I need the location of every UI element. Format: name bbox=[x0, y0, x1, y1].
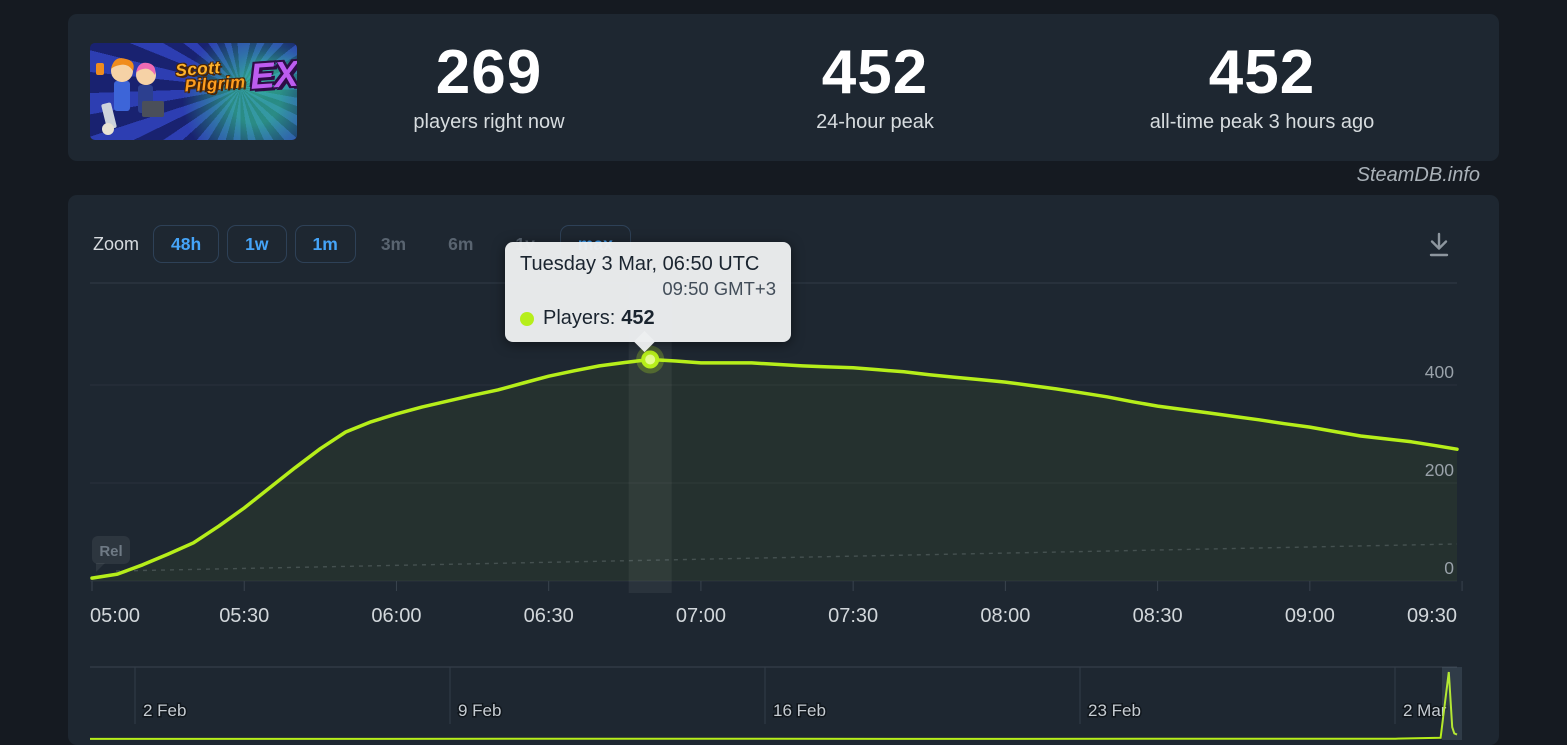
navigator-date-label: 2 Mar bbox=[1403, 701, 1447, 720]
x-axis-label: 07:00 bbox=[676, 605, 726, 627]
release-flag[interactable]: Rel bbox=[92, 536, 130, 572]
x-axis-label: 06:00 bbox=[371, 605, 421, 627]
players-area-fill bbox=[92, 359, 1457, 581]
range-button-1m[interactable]: 1m bbox=[294, 225, 356, 263]
y-axis-label: 400 bbox=[1425, 362, 1454, 382]
range-button-6m: 6m bbox=[448, 233, 474, 254]
peak-24h-label: 24-hour peak bbox=[816, 111, 934, 134]
x-axis-label: 09:00 bbox=[1285, 605, 1335, 627]
range-button-1w[interactable]: 1w bbox=[227, 225, 287, 263]
range-button-3m: 3m bbox=[380, 233, 407, 254]
x-axis-label: 06:30 bbox=[524, 605, 574, 627]
header-panel: Scott Pilgrim EX 269 players right now 4… bbox=[68, 14, 1499, 161]
stat-24h-peak: 452 24-hour peak bbox=[725, 14, 1025, 161]
navigator-date-label: 23 Feb bbox=[1088, 701, 1141, 720]
tooltip-date: Tuesday 3 Mar, 06:50 UTC bbox=[520, 253, 760, 275]
players-now-label: players right now bbox=[413, 111, 565, 134]
x-axis-label: 05:00 bbox=[90, 605, 140, 627]
x-axis-label: 09:30 bbox=[1407, 605, 1457, 627]
navigator-date-label: 16 Feb bbox=[773, 701, 826, 720]
x-axis-label: 08:00 bbox=[980, 605, 1030, 627]
y-axis-label: 0 bbox=[1444, 558, 1454, 578]
navigator-date-label: 2 Feb bbox=[143, 701, 186, 720]
steamdb-watermark: SteamDB.info bbox=[1356, 164, 1480, 186]
alltime-peak-value: 452 bbox=[1208, 38, 1316, 107]
navigator-date-label: 9 Feb bbox=[458, 701, 501, 720]
x-axis-label: 08:30 bbox=[1133, 605, 1183, 627]
chart-panel: Rel 05:00 05:30 06:00 06:30 07:00 07:30 08:00 08… bbox=[68, 195, 1499, 745]
game-logo-ex: EX bbox=[248, 52, 297, 97]
players-line bbox=[90, 357, 1459, 580]
x-axis-label: 05:30 bbox=[219, 605, 269, 627]
y-axis-label: 200 bbox=[1425, 460, 1454, 480]
x-axis-label: 07:30 bbox=[828, 605, 878, 627]
stat-players-now: 269 players right now bbox=[339, 14, 639, 161]
game-logo: Scott Pilgrim EX bbox=[175, 52, 297, 97]
stat-alltime-peak: 452 all-time peak 3 hours ago bbox=[1112, 14, 1412, 161]
capsule-characters-art bbox=[96, 58, 164, 135]
tooltip-players-row: Players: 452 bbox=[520, 307, 776, 330]
game-capsule-link[interactable]: Scott Pilgrim EX bbox=[90, 43, 297, 140]
tooltip-series-label: Players: bbox=[543, 307, 616, 329]
chart-tooltip: Tuesday 3 Mar, 06:50 UTC 09:50 GMT+3 Pla… bbox=[505, 242, 791, 353]
range-button-48h[interactable]: 48h bbox=[153, 225, 220, 263]
hover-marker bbox=[641, 350, 660, 369]
svg-text:Rel: Rel bbox=[99, 543, 122, 560]
zoom-label: Zoom bbox=[93, 233, 140, 254]
series-dot-icon bbox=[520, 311, 534, 326]
download-icon[interactable] bbox=[1422, 228, 1456, 262]
players-now-value: 269 bbox=[435, 38, 543, 107]
tooltip-players-value: 452 bbox=[621, 307, 655, 329]
dashed-trend-line bbox=[115, 543, 1458, 572]
peak-24h-value: 452 bbox=[821, 38, 929, 107]
navigator-selection[interactable] bbox=[1442, 667, 1462, 740]
alltime-peak-label: all-time peak 3 hours ago bbox=[1149, 111, 1375, 134]
navigator-series bbox=[90, 671, 1458, 740]
tooltip-localtime: 09:50 GMT+3 bbox=[662, 278, 776, 299]
